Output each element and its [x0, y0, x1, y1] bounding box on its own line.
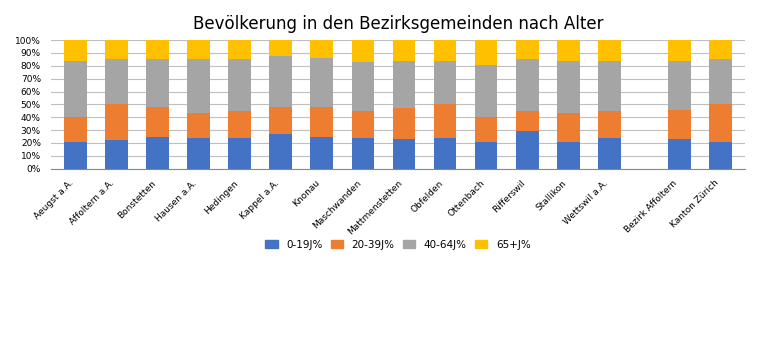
Bar [709, 104, 732, 142]
Legend: 0-19J%, 20-39J%, 40-64J%, 65+J%: 0-19J%, 20-39J%, 40-64J%, 65+J% [261, 236, 535, 254]
Bar [475, 142, 498, 169]
Bar [64, 142, 87, 169]
Bar [146, 40, 169, 59]
Bar [352, 62, 374, 111]
Bar [668, 110, 691, 139]
Bar [228, 40, 251, 59]
Bar [269, 56, 292, 107]
Bar [516, 40, 539, 59]
Bar [598, 61, 621, 111]
Bar [393, 40, 415, 61]
Bar [228, 111, 251, 138]
Bar [187, 114, 210, 138]
Bar [352, 138, 374, 169]
Bar [598, 138, 621, 169]
Bar [434, 104, 456, 138]
Bar [393, 61, 415, 108]
Bar [269, 134, 292, 169]
Bar [269, 40, 292, 56]
Bar [557, 142, 580, 169]
Bar [475, 40, 498, 65]
Bar [146, 107, 169, 136]
Bar [146, 136, 169, 169]
Bar [709, 142, 732, 169]
Bar [311, 107, 333, 136]
Bar [269, 107, 292, 134]
Bar [187, 59, 210, 114]
Bar [668, 61, 691, 110]
Bar [352, 111, 374, 138]
Bar [475, 117, 498, 142]
Bar [64, 117, 87, 142]
Bar [393, 139, 415, 169]
Bar [187, 138, 210, 169]
Bar [105, 104, 128, 140]
Bar [311, 58, 333, 107]
Bar [311, 40, 333, 58]
Bar [516, 131, 539, 169]
Bar [64, 61, 87, 117]
Title: Bevölkerung in den Bezirksgemeinden nach Alter: Bevölkerung in den Bezirksgemeinden nach… [192, 15, 603, 33]
Bar [557, 61, 580, 114]
Bar [105, 40, 128, 59]
Bar [557, 114, 580, 142]
Bar [105, 140, 128, 169]
Bar [668, 139, 691, 169]
Bar [475, 65, 498, 117]
Bar [516, 111, 539, 131]
Bar [557, 40, 580, 61]
Bar [228, 59, 251, 111]
Bar [434, 138, 456, 169]
Bar [393, 108, 415, 139]
Bar [228, 138, 251, 169]
Bar [516, 59, 539, 111]
Bar [668, 40, 691, 61]
Bar [598, 40, 621, 61]
Bar [709, 59, 732, 104]
Bar [187, 40, 210, 59]
Bar [311, 136, 333, 169]
Bar [598, 111, 621, 138]
Bar [709, 40, 732, 59]
Bar [434, 40, 456, 61]
Bar [105, 59, 128, 104]
Bar [146, 59, 169, 107]
Bar [434, 61, 456, 104]
Bar [64, 40, 87, 61]
Bar [352, 40, 374, 62]
